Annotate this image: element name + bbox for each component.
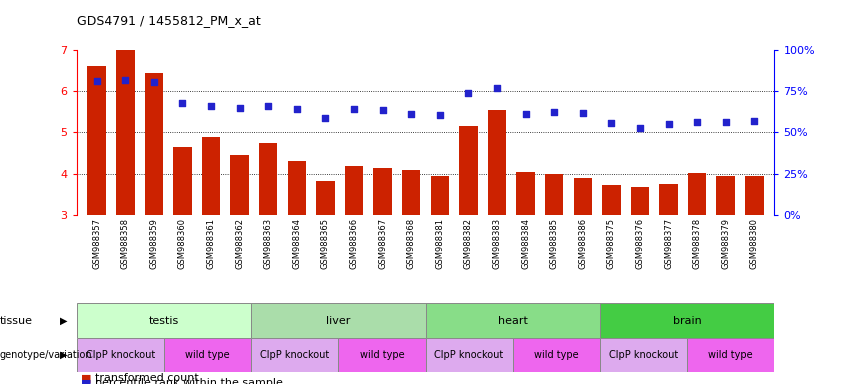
Bar: [660, 184, 678, 215]
Text: heart: heart: [498, 316, 528, 326]
Bar: [145, 73, 163, 215]
Text: wild type: wild type: [709, 350, 753, 360]
Bar: [512, 338, 600, 372]
Bar: [251, 338, 339, 372]
Point: [233, 105, 247, 111]
Text: wild type: wild type: [534, 350, 579, 360]
Text: testis: testis: [149, 316, 179, 326]
Text: tissue: tissue: [0, 316, 33, 326]
Bar: [717, 176, 735, 215]
Bar: [517, 172, 535, 215]
Bar: [202, 137, 220, 215]
Bar: [600, 338, 688, 372]
Text: transformed count: transformed count: [95, 373, 199, 383]
Point: [290, 106, 304, 113]
Bar: [603, 185, 620, 215]
Bar: [426, 303, 600, 338]
Bar: [77, 338, 163, 372]
Point: [261, 103, 275, 109]
Point: [118, 76, 132, 83]
Bar: [374, 167, 392, 215]
Bar: [426, 338, 512, 372]
Text: brain: brain: [673, 316, 701, 326]
Point: [461, 90, 475, 96]
Bar: [745, 176, 763, 215]
Text: GDS4791 / 1455812_PM_x_at: GDS4791 / 1455812_PM_x_at: [77, 14, 260, 27]
Bar: [163, 338, 251, 372]
Point: [604, 120, 618, 126]
Bar: [402, 170, 420, 215]
Bar: [173, 147, 191, 215]
Point: [175, 100, 189, 106]
Bar: [574, 178, 592, 215]
Text: ClpP knockout: ClpP knockout: [260, 350, 329, 360]
Text: ▶: ▶: [60, 316, 67, 326]
Point: [490, 85, 504, 91]
Bar: [688, 173, 706, 215]
Text: ■: ■: [81, 373, 91, 383]
Point: [719, 119, 733, 125]
Bar: [251, 303, 426, 338]
Bar: [688, 338, 774, 372]
Bar: [77, 303, 251, 338]
Text: liver: liver: [326, 316, 351, 326]
Point: [90, 78, 104, 84]
Text: genotype/variation: genotype/variation: [0, 350, 93, 360]
Text: ■: ■: [81, 378, 91, 384]
Text: wild type: wild type: [186, 350, 230, 360]
Point: [662, 121, 676, 127]
Point: [690, 119, 704, 125]
Bar: [631, 187, 649, 215]
Bar: [231, 155, 248, 215]
Text: wild type: wild type: [360, 350, 404, 360]
Bar: [345, 166, 363, 215]
Bar: [431, 176, 449, 215]
Bar: [339, 338, 426, 372]
Point: [376, 107, 390, 113]
Bar: [545, 174, 563, 215]
Point: [519, 111, 533, 117]
Text: ▶: ▶: [60, 350, 67, 360]
Text: ClpP knockout: ClpP knockout: [609, 350, 678, 360]
Point: [547, 109, 561, 115]
Bar: [259, 143, 277, 215]
Bar: [88, 66, 106, 215]
Text: ClpP knockout: ClpP knockout: [86, 350, 155, 360]
Bar: [488, 110, 506, 215]
Bar: [600, 303, 774, 338]
Text: ClpP knockout: ClpP knockout: [435, 350, 504, 360]
Point: [404, 111, 418, 117]
Point: [433, 112, 447, 118]
Bar: [288, 161, 306, 215]
Point: [747, 118, 761, 124]
Text: percentile rank within the sample: percentile rank within the sample: [95, 378, 283, 384]
Bar: [116, 50, 134, 215]
Point: [147, 79, 161, 85]
Bar: [316, 181, 334, 215]
Bar: [459, 126, 477, 215]
Point: [633, 124, 647, 131]
Point: [576, 109, 590, 116]
Point: [318, 115, 332, 121]
Point: [347, 106, 361, 112]
Point: [204, 103, 218, 109]
